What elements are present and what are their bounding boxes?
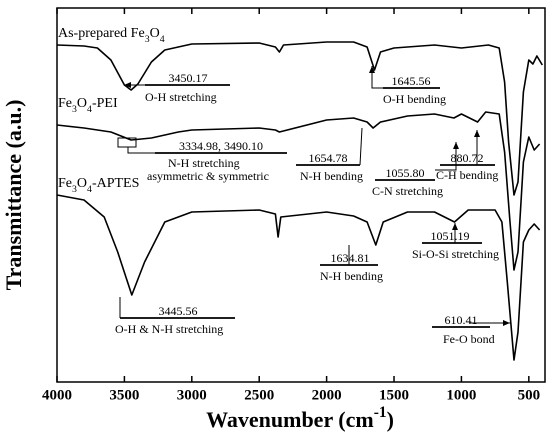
- annotation-text: O-H bending: [383, 92, 446, 106]
- annotation-text: C-N stretching: [372, 184, 443, 198]
- annotation-text: C-H bending: [436, 168, 498, 182]
- x-tick-label: 3000: [177, 387, 207, 403]
- x-tick-label: 500: [518, 387, 541, 403]
- annotation-number: 1055.80: [386, 166, 425, 180]
- annotation-number: 3450.17: [169, 71, 208, 85]
- y-axis-label: Transmittance (a.u.): [1, 100, 26, 291]
- annotation-number: 610.41: [445, 313, 478, 327]
- annotation-number: 1645.56: [392, 74, 431, 88]
- x-tick-label: 4000: [42, 387, 72, 403]
- spectrum-line: [56, 41, 543, 196]
- annotation-text: N-H bending: [300, 169, 363, 183]
- annotation-leader: [359, 127, 363, 166]
- annotation-text: N-H bending: [320, 269, 383, 283]
- x-tick-label: 2500: [244, 387, 274, 403]
- annotation-leader: [369, 66, 383, 89]
- annotation-text: O-H stretching: [145, 90, 217, 104]
- x-axis-label: Wavenumber (cm-1): [206, 404, 394, 432]
- annotation-number: 1051.19: [431, 229, 470, 243]
- x-tick-label: 1000: [446, 387, 476, 403]
- x-tick-label: 1500: [379, 387, 409, 403]
- annotation-number: 3445.56: [159, 304, 198, 318]
- annotation-number: 3334.98, 3490.10: [179, 139, 263, 153]
- x-tick-label: 3500: [109, 387, 139, 403]
- series-label: Fe3O4-PEI: [58, 96, 118, 115]
- annotation-number: 1634.81: [331, 251, 370, 265]
- annotation-text: Fe-O bond: [443, 332, 495, 346]
- annotation-leader: [435, 142, 459, 171]
- annotation-text: O-H & N-H stretching: [115, 322, 223, 336]
- annotation-text: Si-O-Si stretching: [412, 247, 499, 261]
- annotation-leader: [127, 147, 155, 154]
- x-tick-label: 2000: [312, 387, 342, 403]
- spectrum-line: [56, 111, 541, 271]
- spectrum-line: [56, 194, 541, 361]
- annotation-bracket: [117, 137, 137, 148]
- series-label: As-prepared Fe3O4: [58, 26, 165, 45]
- annotation-number: 880.72: [451, 151, 484, 165]
- annotation-text: asymmetric & symmetric: [147, 169, 269, 183]
- series-label: Fe3O4-APTES: [58, 176, 139, 195]
- annotation-text: N-H stretching: [168, 156, 240, 170]
- annotation-number: 1654.78: [309, 151, 348, 165]
